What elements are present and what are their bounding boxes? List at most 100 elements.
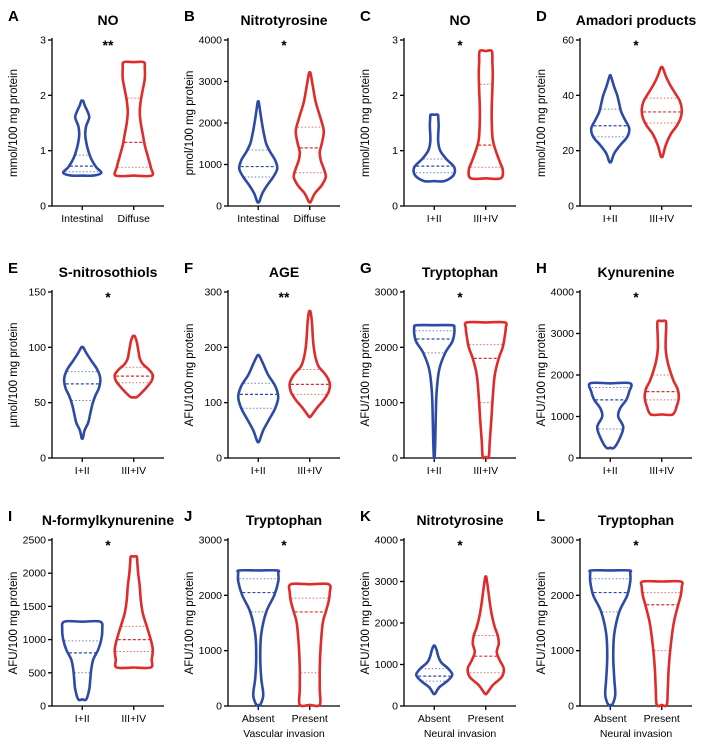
significance-marker: *: [105, 289, 111, 305]
x-category-label: Intestinal: [237, 213, 279, 225]
y-tick-label: 0: [392, 453, 398, 465]
y-tick-label: 1: [40, 145, 46, 157]
y-tick-label: 4000: [375, 535, 399, 547]
y-tick-label: 3000: [199, 535, 223, 547]
panel-letter: G: [360, 260, 372, 277]
x-category-label: I+II: [251, 465, 266, 477]
violin-iii-iv: [640, 65, 684, 159]
x-category-label: I+II: [75, 465, 90, 477]
significance-marker: *: [281, 537, 287, 553]
panel-e: E S-nitrosothiols * µmol/100 mg protein 0 50 1…: [8, 260, 164, 477]
violin-present: [639, 579, 684, 708]
y-tick-label: 2000: [375, 618, 399, 630]
violin-i-ii: [62, 345, 102, 440]
significance-marker: **: [279, 289, 290, 305]
y-tick-label: 3: [392, 35, 398, 47]
violin-i-ii: [412, 323, 456, 460]
x-category-label: Absent: [594, 713, 627, 725]
panel-letter: J: [184, 508, 192, 525]
x-category-label: Diffuse: [294, 213, 327, 225]
violin-intestinal: [61, 99, 103, 178]
panel-letter: F: [184, 260, 193, 277]
y-tick-label: 3000: [375, 576, 399, 588]
panel-letter: I: [8, 508, 12, 525]
y-tick-label: 100: [204, 397, 222, 409]
violin-i-ii: [60, 619, 104, 702]
y-axis-label: mmol/100 mg protein: [8, 69, 20, 177]
x-category-label: III+IV: [121, 465, 146, 477]
panel-c: C NO * mmol/100 mg protein 0 1 2 3 I+II III+IV: [360, 8, 516, 225]
violin-present: [466, 575, 506, 696]
panel-title: Tryptophan: [246, 512, 322, 528]
violin-absent: [414, 644, 454, 696]
y-axis-label: AFU/100 mg protein: [184, 572, 196, 675]
panel-title: Tryptophan: [422, 264, 498, 280]
y-tick-label: 1000: [23, 634, 47, 646]
y-tick-label: 2500: [23, 535, 47, 547]
y-tick-label: 20: [562, 145, 574, 157]
panel-g: G Tryptophan * AFU/100 mg protein 0 1000 2000 3…: [360, 260, 516, 477]
y-tick-label: 0: [40, 701, 46, 713]
x-category-label: III+IV: [297, 465, 322, 477]
x-category-label: I+II: [603, 213, 618, 225]
panel-f: F AGE ** AFU/100 mg protein 0 100 200 300 I+II II…: [184, 260, 340, 477]
violin-diffuse: [292, 70, 328, 204]
y-tick-label: 2: [392, 90, 398, 102]
group-label: Vascular invasion: [243, 728, 325, 740]
x-category-label: Absent: [242, 713, 275, 725]
significance-marker: *: [457, 537, 463, 553]
violin-iii-iv: [463, 320, 508, 460]
x-category-label: III+IV: [121, 713, 146, 725]
x-category-label: III+IV: [473, 213, 498, 225]
violin-iii-iv: [643, 319, 681, 417]
y-tick-label: 0: [40, 201, 46, 213]
violin-intestinal: [237, 100, 279, 204]
y-tick-label: 300: [204, 287, 222, 299]
panel-title: Kynurenine: [597, 264, 674, 280]
panel-k: K Nitrotyrosine * AFU/100 mg protein 0 1000 20…: [360, 508, 516, 740]
y-tick-label: 0: [392, 701, 398, 713]
y-tick-label: 3000: [551, 328, 575, 340]
y-axis-label: pmol/100 mg protein: [184, 71, 196, 176]
significance-marker: *: [633, 289, 639, 305]
y-tick-label: 2000: [375, 342, 399, 354]
x-category-label: Present: [644, 713, 680, 725]
panel-j: J Tryptophan * AFU/100 mg protein 0 1000 2000 3…: [184, 508, 340, 740]
panel-title: NO: [98, 12, 119, 28]
y-tick-label: 2: [40, 90, 46, 102]
panel-letter: B: [184, 8, 195, 25]
y-axis-label: mmol/100 mg protein: [536, 69, 548, 177]
violin-iii-iv: [288, 309, 332, 419]
violin-i-ii: [589, 73, 631, 164]
y-tick-label: 1000: [551, 645, 575, 657]
y-tick-label: 0: [568, 701, 574, 713]
y-axis-label: AFU/100 mg protein: [360, 572, 372, 675]
y-tick-label: 200: [204, 342, 222, 354]
x-category-label: I+II: [603, 465, 618, 477]
y-axis-label: mmol/100 mg protein: [360, 69, 372, 177]
significance-marker: *: [105, 537, 111, 553]
y-tick-label: 60: [562, 35, 574, 47]
y-tick-label: 1500: [23, 601, 47, 613]
panel-i: I N-formylkynurenine * AFU/100 mg protein 0 5…: [8, 508, 174, 725]
violin-iii-iv: [113, 334, 155, 399]
y-axis-label: AFU/100 mg protein: [360, 324, 372, 427]
panel-d: D Amadori products * mmol/100 mg protein 0 20…: [536, 8, 696, 225]
significance-marker: *: [457, 289, 463, 305]
y-tick-label: 40: [562, 90, 574, 102]
x-category-label: Present: [292, 713, 328, 725]
group-label: Neural invasion: [424, 728, 497, 740]
panel-l: L Tryptophan * AFU/100 mg protein 0 1000 2000 3…: [536, 508, 692, 740]
panel-title: Nitrotyrosine: [240, 12, 327, 28]
x-category-label: I+II: [427, 213, 442, 225]
violin-absent: [236, 568, 281, 707]
y-tick-label: 3: [40, 35, 46, 47]
panel-letter: K: [360, 508, 371, 525]
panel-letter: D: [536, 8, 547, 25]
panel-title: Tryptophan: [598, 512, 674, 528]
panel-a: A NO ** mmol/100 mg protein 0 1 2 3 Intestinal Di…: [8, 8, 164, 225]
y-tick-label: 0: [216, 201, 222, 213]
y-axis-label: AFU/100 mg protein: [536, 572, 548, 675]
panel-letter: H: [536, 260, 547, 277]
violin-iii-iv: [113, 554, 155, 670]
